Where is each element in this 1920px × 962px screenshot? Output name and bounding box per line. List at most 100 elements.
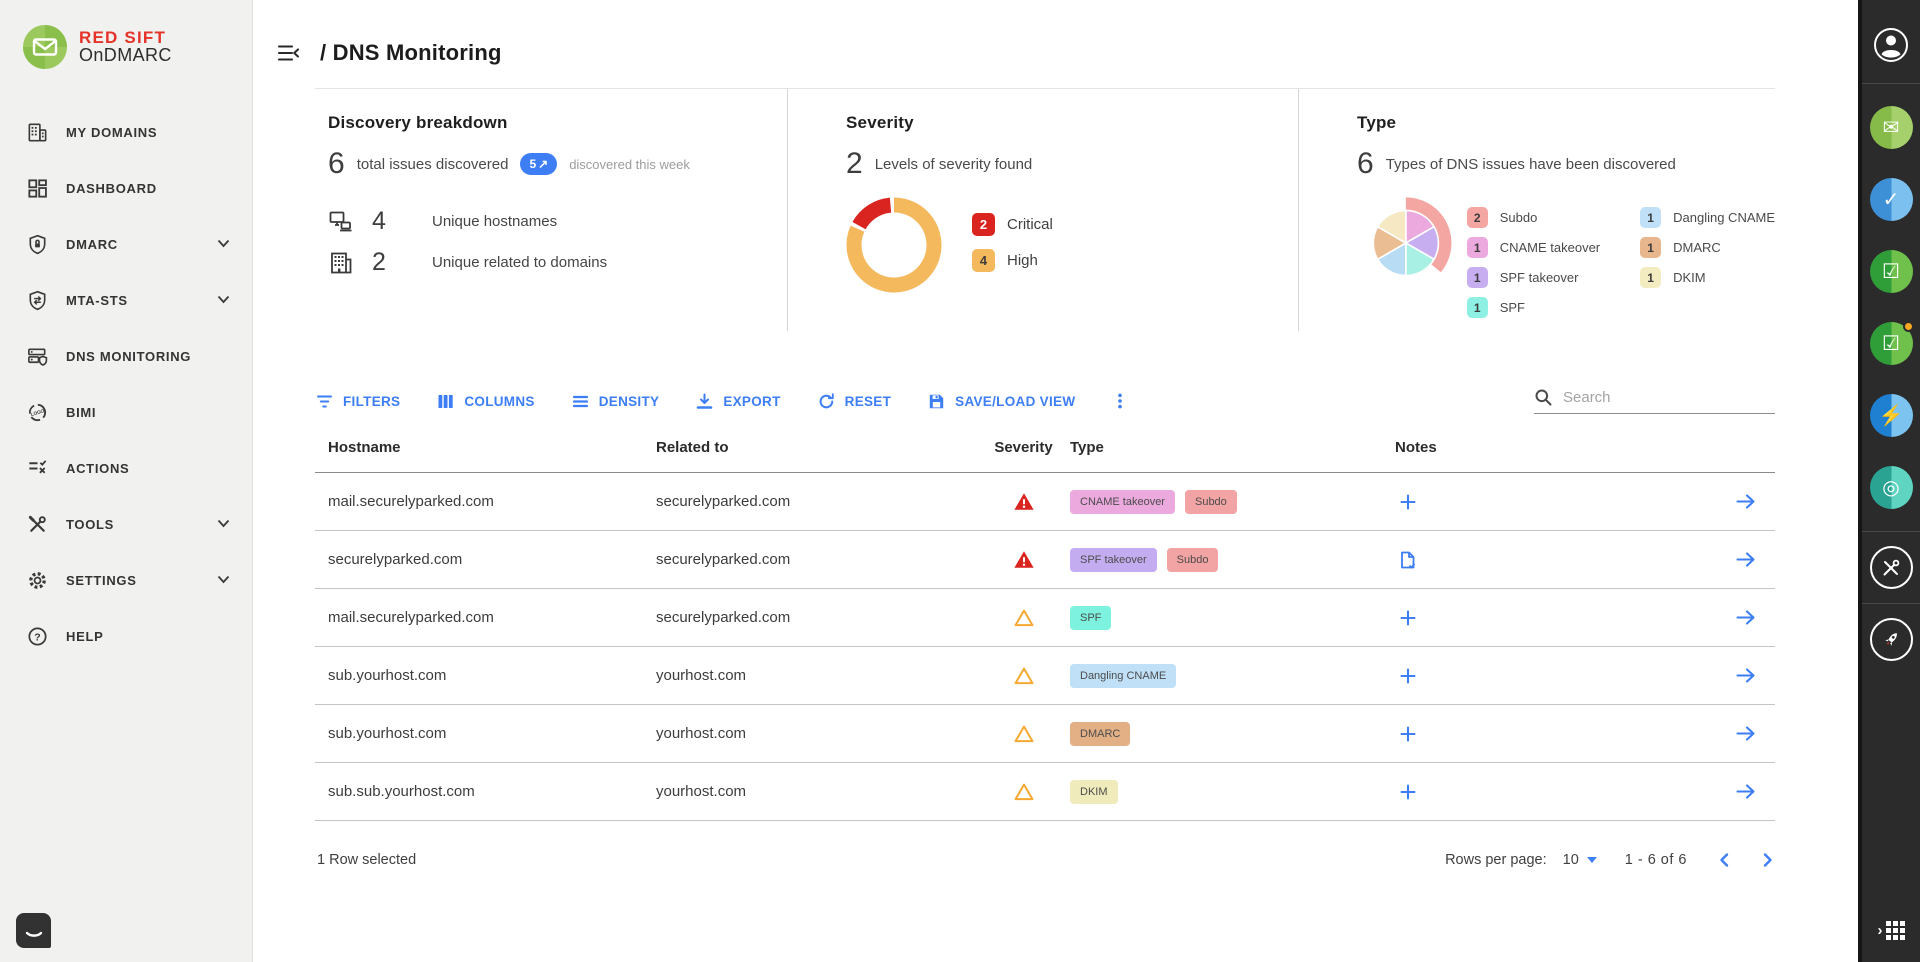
reset-button[interactable]: RESET [817, 392, 892, 411]
more-options-button[interactable] [1111, 392, 1129, 410]
app-launcher-button[interactable]: › [1878, 921, 1905, 940]
arrow-right-icon[interactable] [1734, 548, 1757, 571]
tools-circle-button[interactable] [1869, 546, 1913, 589]
table-row[interactable]: mail.securelyparked.com securelyparked.c… [315, 589, 1775, 647]
unique-domains-value: 2 [372, 248, 386, 276]
legend-label: High [1007, 252, 1038, 269]
col-related-to[interactable]: Related to [656, 439, 729, 456]
notes-cell [1395, 666, 1715, 686]
note-added-icon[interactable] [1398, 550, 1418, 570]
density-button[interactable]: DENSITY [571, 392, 660, 411]
sidebar-collapse-icon[interactable] [276, 41, 300, 65]
building-icon [28, 123, 47, 141]
search-input[interactable] [1563, 388, 1775, 406]
sidebar-item-dns-monitoring[interactable]: DNS MONITORING [0, 328, 252, 384]
add-note-icon[interactable] [1398, 608, 1418, 628]
chat-launcher-button[interactable] [16, 913, 51, 948]
trend-up-icon: ↗ [538, 157, 549, 171]
critical-severity-icon [1013, 550, 1034, 568]
rows-per-page-select[interactable]: 10 [1563, 852, 1597, 868]
chevron-down-icon [217, 515, 230, 533]
sidebar-item-settings[interactable]: SETTINGS [0, 552, 252, 608]
legend-label: Dangling CNAME [1673, 210, 1775, 225]
severity-count-label: Levels of severity found [874, 155, 1033, 173]
export-button[interactable]: EXPORT [695, 392, 780, 411]
severity-card: Severity 2 Levels of severity found 2 Cri… [787, 89, 1298, 331]
arrow-right-icon[interactable] [1734, 780, 1757, 803]
arrow-right-icon[interactable] [1734, 722, 1757, 745]
save-floppy-icon [929, 394, 944, 408]
rocket-circle-button[interactable] [1869, 618, 1913, 661]
columns-button[interactable]: COLUMNS [436, 392, 534, 411]
brand-line1: RED SIFT [79, 27, 167, 47]
sidebar-item-my-domains[interactable]: MY DOMAINS [0, 104, 252, 160]
legend-item: 2 Critical [972, 213, 1053, 236]
redsift-logo-icon [22, 24, 68, 70]
legend-count-badge: 2 [1466, 207, 1488, 228]
envelope-app-icon[interactable]: ✉ [1869, 106, 1913, 149]
filters-button[interactable]: FILTERS [315, 392, 400, 411]
hostname-cell: securelyparked.com [328, 551, 463, 568]
sidebar: RED SIFT OnDMARC MY DOMAINS DASHBOARD DM… [0, 0, 253, 962]
col-type[interactable]: Type [1070, 439, 1104, 456]
type-legend: 2 Subdo 1 CNAME takeover 1 SPF takeover 1 SPF 1… [1466, 207, 1775, 318]
sidebar-item-bimi[interactable]: LOGO BIMI [0, 384, 252, 440]
col-severity[interactable]: Severity [994, 439, 1053, 456]
save-load-view-button[interactable]: SAVE/LOAD VIEW [927, 392, 1075, 411]
legend-item: 2 Subdo [1466, 207, 1600, 228]
critical-severity-icon [1013, 492, 1034, 510]
col-hostname[interactable]: Hostname [328, 439, 401, 456]
related-to-cell: securelyparked.com [656, 609, 791, 626]
sidebar-item-help[interactable]: ? HELP [0, 608, 252, 664]
dropdown-caret-icon [1586, 857, 1597, 863]
add-note-icon[interactable] [1398, 492, 1418, 512]
type-chip: SPF [1070, 605, 1112, 630]
checkbox-alert-app-icon[interactable]: ☑ [1869, 321, 1914, 365]
discovery-breakdown-card: Discovery breakdown 6 total issues disco… [315, 89, 787, 331]
rocket-circle-icon [1885, 632, 1897, 646]
add-note-icon[interactable] [1398, 666, 1418, 686]
arrow-right-icon[interactable] [1734, 664, 1757, 687]
severity-title: Severity [846, 113, 914, 132]
col-notes[interactable]: Notes [1395, 439, 1437, 456]
legend-label: SPF [1499, 300, 1525, 315]
table-row[interactable]: sub.yourhost.com yourhost.com DMARC [315, 705, 1775, 763]
checkbox-app-icon[interactable]: ☑ [1869, 250, 1913, 293]
table-row[interactable]: mail.securelyparked.com securelyparked.c… [315, 473, 1775, 531]
previous-page-button[interactable] [1717, 852, 1733, 868]
sidebar-item-dmarc[interactable]: DMARC [0, 216, 252, 272]
office-building-icon [331, 252, 352, 273]
help-icon: ? [28, 626, 47, 646]
legend-label: Critical [1007, 216, 1053, 233]
next-page-button[interactable] [1759, 852, 1775, 868]
severity-cell [977, 491, 1070, 513]
high-severity-icon [1014, 783, 1033, 800]
week-label: discovered this week [569, 156, 690, 172]
devices-icon [329, 211, 352, 231]
discovery-title: Discovery breakdown [328, 113, 508, 132]
kebab-menu-icon [1118, 393, 1123, 409]
unique-domains-label: Unique related to domains [432, 254, 608, 271]
table-row[interactable]: sub.sub.yourhost.com yourhost.com DKIM [315, 763, 1775, 821]
logo-badge-icon: LOGO [28, 403, 47, 421]
shield-check-app-icon[interactable]: ✓ [1869, 178, 1913, 221]
lightning-app-icon[interactable]: ⚡ [1869, 394, 1913, 437]
table-row[interactable]: sub.yourhost.com yourhost.com Dangling C… [315, 647, 1775, 705]
sidebar-item-tools[interactable]: TOOLS [0, 496, 252, 552]
sidebar-item-dashboard[interactable]: DASHBOARD [0, 160, 252, 216]
brand-logo[interactable]: RED SIFT OnDMARC [0, 0, 252, 70]
arrow-right-icon[interactable] [1734, 606, 1757, 629]
add-note-icon[interactable] [1398, 782, 1418, 802]
sidebar-item-mta-sts[interactable]: MTA-STS [0, 272, 252, 328]
row-detail-cell [1715, 722, 1775, 745]
type-chips-cell: CNAME takeover Subdo [1070, 489, 1395, 514]
pagination: Rows per page: 10 1 - 6 of 6 [1445, 852, 1775, 868]
add-note-icon[interactable] [1398, 724, 1418, 744]
sidebar-item-actions[interactable]: ACTIONS [0, 440, 252, 496]
table-row[interactable]: securelyparked.com securelyparked.com SP… [315, 531, 1775, 589]
related-to-cell: yourhost.com [656, 783, 747, 800]
user-account-button[interactable] [1873, 27, 1909, 63]
arrow-right-icon[interactable] [1734, 490, 1757, 513]
radar-app-icon[interactable]: ◎ [1869, 466, 1913, 509]
table-toolbar: FILTERS COLUMNS DENSITY EXPORT RESET SAV… [315, 379, 1775, 423]
